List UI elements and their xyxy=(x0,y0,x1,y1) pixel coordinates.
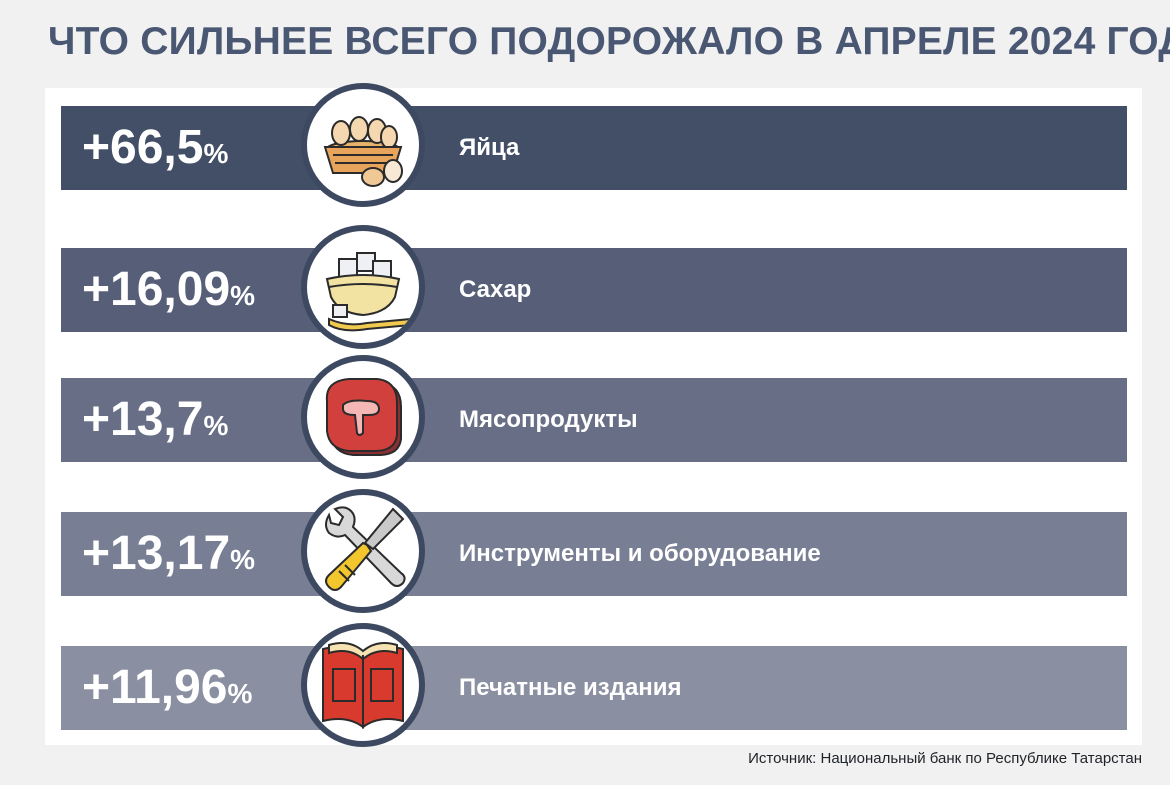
data-label-number: +16,09 xyxy=(82,263,231,316)
category-label: Инструменты и оборудование xyxy=(459,540,821,567)
bar-row: +13,17% Инструменты и оборудование xyxy=(0,484,1170,624)
data-label: +66,5% xyxy=(82,116,228,180)
bar xyxy=(61,106,1127,190)
category-label: Яйца xyxy=(459,134,520,161)
icon-badge xyxy=(301,225,425,349)
data-label-percent: % xyxy=(230,280,256,311)
bar-row: +16,09% Сахар xyxy=(0,220,1170,360)
bar xyxy=(61,248,1127,332)
category-label: Мясопродукты xyxy=(459,406,638,433)
bar-row: +13,7% Мясопродукты xyxy=(0,350,1170,490)
data-label: +11,96% xyxy=(82,656,252,720)
data-label-number: +13,17 xyxy=(82,527,231,580)
data-label: +13,7% xyxy=(82,388,228,452)
steak-icon xyxy=(325,378,402,456)
data-label-percent: % xyxy=(203,410,229,441)
wrench-screwdriver-icon xyxy=(325,506,406,591)
bar xyxy=(61,646,1127,730)
bar-row: +11,96% Печатные издания xyxy=(0,618,1170,758)
data-label-number: +11,96 xyxy=(82,661,228,714)
data-label-number: +66,5 xyxy=(82,121,204,174)
data-label-percent: % xyxy=(227,678,253,709)
bar-row: +66,5% Яйца xyxy=(0,78,1170,218)
data-label: +13,17% xyxy=(82,522,255,586)
icon-badge xyxy=(301,623,425,747)
eggs-basket-icon xyxy=(323,116,403,187)
data-label-percent: % xyxy=(203,138,229,169)
open-book-icon xyxy=(322,642,404,729)
icon-badge xyxy=(301,489,425,613)
bar xyxy=(61,378,1127,462)
data-label-percent: % xyxy=(230,544,256,575)
data-label-number: +13,7 xyxy=(82,393,204,446)
sugar-bowl-icon xyxy=(325,252,412,332)
icon-badge xyxy=(301,83,425,207)
icon-badge xyxy=(301,355,425,479)
data-label: +16,09% xyxy=(82,258,255,322)
source-note: Источник: Национальный банк по Республик… xyxy=(748,750,1142,767)
category-label: Сахар xyxy=(459,276,532,303)
page-title: ЧТО СИЛЬНЕЕ ВСЕГО ПОДОРОЖАЛО В АПРЕЛЕ 20… xyxy=(48,20,1170,63)
bar xyxy=(61,512,1127,596)
category-label: Печатные издания xyxy=(459,674,682,701)
